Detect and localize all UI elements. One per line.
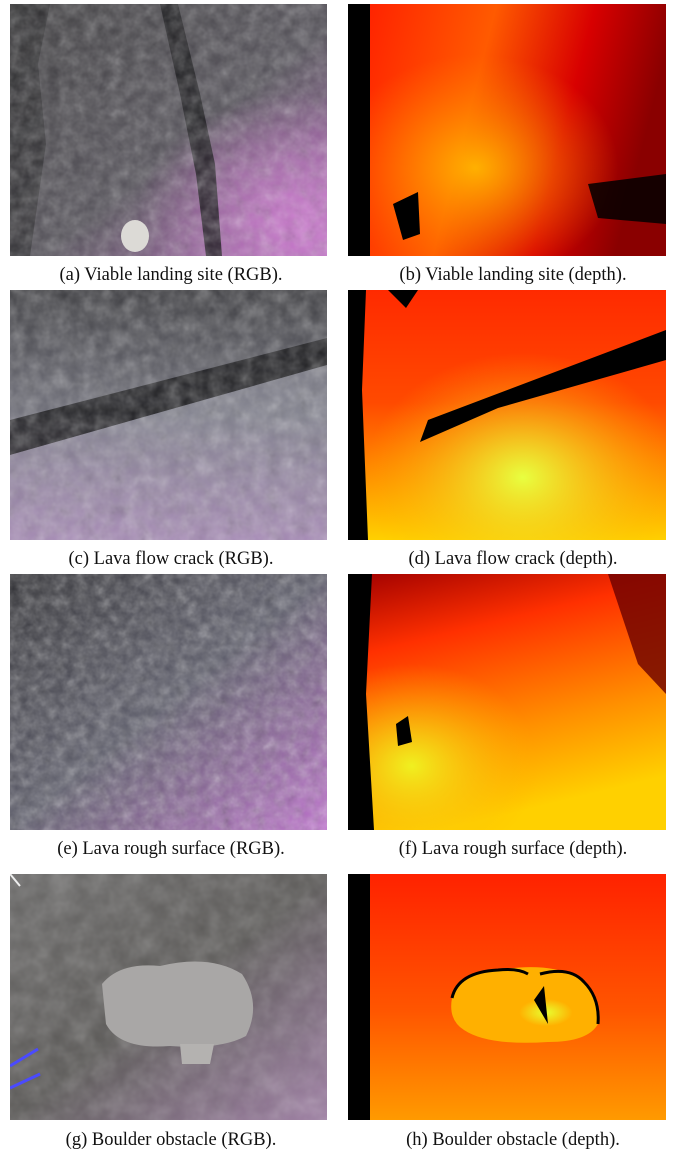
rgb-image-viable-landing-site — [10, 4, 327, 256]
depth-image-lava-flow-crack — [348, 290, 666, 540]
caption-g: (g) Boulder obstacle (RGB). — [65, 1130, 277, 1150]
depth-image-lava-rough-surface — [348, 574, 666, 830]
caption-h: (h) Boulder obstacle (depth). — [406, 1130, 620, 1150]
depth-image-viable-landing-site — [348, 4, 666, 256]
caption-a: (a) Viable landing site (RGB). — [59, 265, 283, 285]
rgb-image-lava-flow-crack — [10, 290, 327, 540]
caption-c: (c) Lava flow crack (RGB). — [68, 549, 274, 569]
caption-e: (e) Lava rough surface (RGB). — [57, 839, 285, 859]
rgb-image-lava-rough-surface — [10, 574, 327, 830]
caption-f: (f) Lava rough surface (depth). — [398, 839, 628, 859]
caption-b: (b) Viable landing site (depth). — [399, 265, 627, 285]
depth-image-boulder-obstacle — [348, 874, 666, 1120]
caption-d: (d) Lava flow crack (depth). — [408, 549, 618, 569]
rgb-image-boulder-obstacle — [10, 874, 327, 1120]
